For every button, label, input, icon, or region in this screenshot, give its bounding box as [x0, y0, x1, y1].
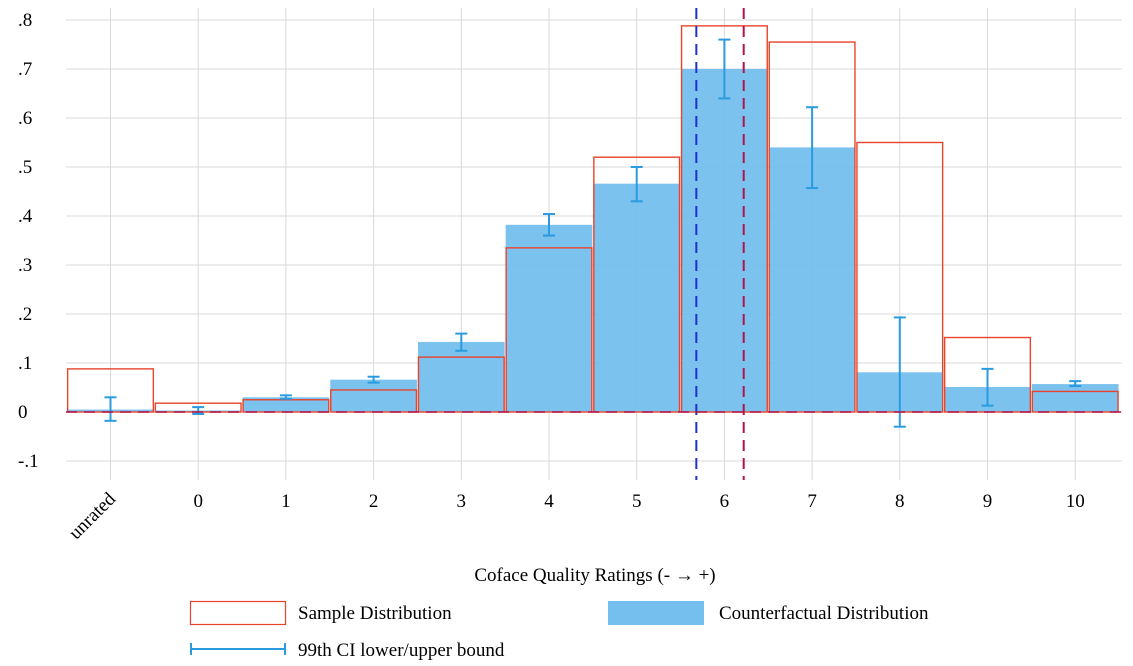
bar-sample: [593, 156, 681, 413]
bar-counterfactual: [1031, 384, 1119, 412]
x-tick-label: unrated: [65, 488, 120, 543]
legend-swatch-outline: [189, 600, 287, 626]
ci-error-bar: [543, 213, 555, 237]
x-tick-label: 6: [720, 491, 730, 512]
sample-bars: [66, 25, 1119, 413]
x-tick-label: 7: [807, 491, 817, 512]
y-axis-ticks: -.1 0 .1 .2 .3 .4 .5 .6 .7 .8: [18, 10, 39, 472]
ci-error-bar: [630, 166, 643, 203]
y-tick-label: .2: [18, 304, 32, 325]
x-tick-label: 3: [457, 491, 467, 512]
bar-sample: [505, 247, 593, 413]
bar-counterfactual: [242, 397, 330, 412]
reference-lines: [66, 8, 1122, 480]
x-tick-label: 2: [369, 491, 379, 512]
y-tick-label: .8: [18, 10, 32, 31]
x-axis-title: Coface Quality Ratings (- → +): [474, 565, 715, 586]
ci-error-bar: [104, 396, 117, 422]
y-tick-label: 0: [18, 402, 28, 423]
x-tick-label: 0: [193, 491, 203, 512]
bar-counterfactual: [417, 341, 505, 412]
ci-error-bar: [893, 316, 906, 428]
bar-sample: [417, 356, 505, 413]
ci-error-bar: [192, 406, 205, 415]
ci-error-bar: [718, 38, 731, 100]
bar-counterfactual: [681, 69, 768, 412]
legend-label: Sample Distribution: [298, 603, 452, 624]
ci-error-bar: [806, 106, 819, 190]
y-tick-label: -.1: [18, 451, 39, 472]
ci-error-bar: [367, 375, 380, 384]
legend-item: Sample Distribution: [189, 600, 452, 626]
ci-error-bar: [279, 394, 292, 400]
x-tick-label: 4: [544, 491, 554, 512]
y-tick-label: .4: [18, 206, 33, 227]
legend: Sample Distribution Counterfactual Distri…: [189, 600, 929, 661]
ci-error-bar: [455, 332, 468, 352]
ci-error-bars: [104, 38, 1082, 428]
y-tick-label: .7: [18, 59, 32, 80]
x-tick-label: 1: [281, 491, 291, 512]
y-tick-label: .3: [18, 255, 32, 276]
legend-label: Counterfactual Distribution: [719, 603, 929, 624]
x-tick-label: 9: [983, 491, 993, 512]
bar-counterfactual: [330, 379, 417, 412]
counterfactual-bars: [67, 69, 1119, 412]
legend-item: Counterfactual Distribution: [608, 601, 929, 625]
bar-counterfactual: [593, 183, 681, 412]
ci-error-bar: [1069, 380, 1082, 388]
legend-label: 99th CI lower/upper bound: [298, 640, 505, 661]
bar-counterfactual: [768, 147, 856, 412]
y-tick-label: .6: [18, 108, 32, 129]
legend-item: 99th CI lower/upper bound: [190, 640, 505, 661]
x-tick-label: 10: [1066, 491, 1085, 512]
ci-error-bar: [981, 367, 994, 407]
bar-counterfactual: [505, 224, 593, 412]
x-tick-label: 8: [895, 491, 905, 512]
legend-swatch-filled: [608, 601, 704, 625]
y-tick-label: .5: [18, 157, 32, 178]
x-tick-label: 5: [632, 491, 642, 512]
x-axis-ticks: unrated 0 1 2 3 4 5 6 7 8 9 10: [65, 488, 1085, 543]
y-tick-label: .1: [18, 353, 32, 374]
